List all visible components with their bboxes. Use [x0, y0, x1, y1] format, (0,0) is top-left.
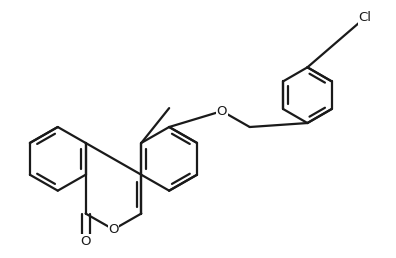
- Text: Cl: Cl: [359, 11, 371, 24]
- Text: O: O: [217, 104, 227, 118]
- Text: O: O: [80, 235, 91, 248]
- Text: O: O: [108, 223, 119, 236]
